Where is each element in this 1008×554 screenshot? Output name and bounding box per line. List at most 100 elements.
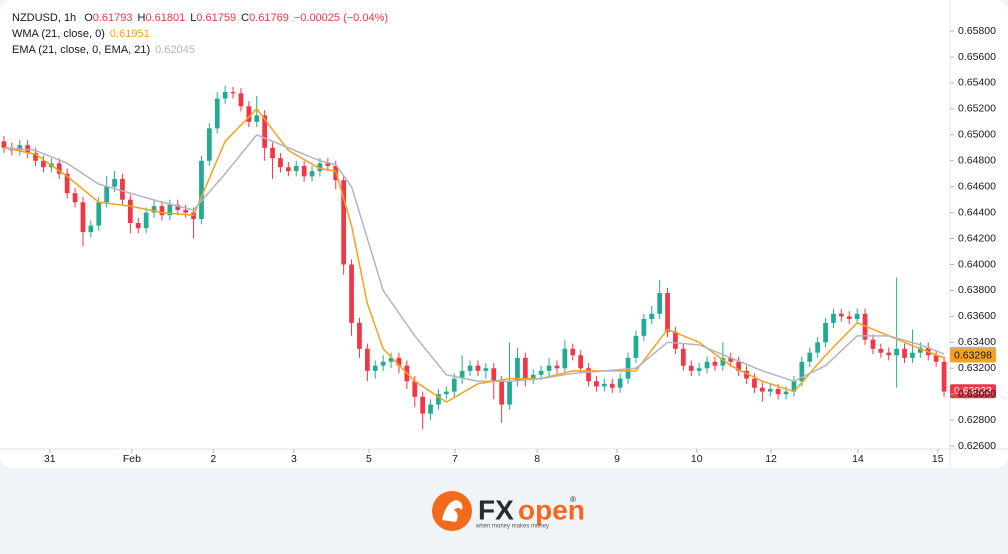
x-tick-label: 8 (534, 453, 540, 465)
y-tick-label: 0.63400 (958, 336, 996, 348)
candle-body (696, 368, 702, 371)
y-tick-label: 0.63200 (958, 362, 996, 374)
candle-body (278, 158, 283, 168)
legend-header: NZDUSD, 1h O0.61793 H0.61801 L0.61759 C0.617… (12, 12, 388, 24)
y-tick-label: 0.64400 (958, 206, 996, 218)
candle-body (325, 163, 331, 166)
candle-body (199, 160, 204, 220)
brand-fx: FX (478, 494, 514, 525)
candle-body (254, 115, 260, 122)
candle-body (720, 357, 726, 366)
candle-body (41, 160, 46, 168)
y-tick-label: 0.64800 (958, 155, 996, 167)
legend-name: EMA (21, close, 0, EMA, 21) (12, 44, 150, 56)
candle-body (104, 186, 110, 203)
x-tick-label: 9 (614, 453, 620, 465)
candle-body (183, 210, 189, 213)
candle-body (894, 348, 900, 356)
candle-body (491, 368, 497, 382)
brand-tagline: when money makes money (475, 524, 549, 530)
logo-lion (442, 500, 463, 522)
y-tick-label: 0.64200 (958, 232, 996, 244)
ohlc-value: 0.61759 (196, 12, 236, 24)
ohlc-label: O (84, 12, 93, 24)
price-label: 0.63298 (954, 349, 992, 361)
candle-body (88, 225, 94, 233)
candle-body (56, 163, 62, 174)
candle-body (522, 357, 528, 379)
candle-body (854, 313, 860, 319)
candle-body (357, 322, 362, 349)
candle-body (688, 365, 694, 371)
ohlc-label: H (138, 12, 146, 24)
candle-body (594, 381, 599, 387)
ohlc-value: 0.61801 (145, 12, 185, 24)
footer-logo: FX open ® when money makes money (432, 491, 585, 531)
chart-panel (0, 0, 1008, 468)
y-tick-label: 0.65200 (958, 103, 996, 115)
candle-body (96, 202, 102, 226)
candle-body (562, 348, 568, 369)
candle-body (451, 378, 457, 392)
candle-body (420, 396, 426, 414)
candle-body (33, 152, 38, 161)
legend-entry: EMA (21, close, 0, EMA, 21) 0.62045 (12, 44, 195, 56)
candle-body (293, 165, 299, 172)
x-tick-label: 31 (44, 453, 56, 465)
candle-body (372, 365, 378, 371)
candle-body (412, 381, 418, 397)
candle-body (546, 365, 552, 371)
y-tick-label: 0.63800 (958, 284, 996, 296)
candle-body (206, 128, 212, 161)
candle-body (112, 178, 117, 187)
candle-body (578, 355, 584, 369)
legend-entry: WMA (21, close, 0) 0.61951 (12, 28, 150, 40)
candle-body (143, 212, 149, 229)
candle-body (238, 93, 244, 107)
candle-body (657, 293, 663, 314)
candle-body (222, 92, 228, 99)
candle-body (712, 361, 718, 366)
candle-body (499, 381, 505, 405)
candle-body (270, 147, 275, 159)
candle-body (886, 352, 892, 356)
y-tick-label: 0.65600 (958, 51, 996, 63)
candle-body (838, 313, 844, 317)
ohlc-value: 0.61769 (249, 12, 289, 24)
candle-body (641, 318, 647, 336)
x-tick-label: 5 (366, 453, 372, 465)
candle-body (436, 394, 441, 405)
price-change: −0.00025 (−0.04%) (294, 12, 388, 24)
candle-body (475, 365, 481, 371)
price-label-box (950, 384, 996, 399)
x-tick-label: 7 (452, 453, 458, 465)
legend-value: 0.61951 (110, 28, 150, 40)
x-tick-label: 14 (852, 453, 864, 465)
ohlc-value: 0.61793 (93, 12, 133, 24)
candle-body (570, 348, 576, 356)
x-tick-label: 10 (691, 453, 703, 465)
y-tick-label: 0.63600 (958, 310, 996, 322)
symbol-title: NZDUSD, 1h (12, 12, 76, 24)
plot-area (1, 85, 947, 430)
y-tick-label: 0.64600 (958, 180, 996, 192)
x-tick-label: 2 (210, 453, 216, 465)
candle-body (64, 173, 70, 194)
candle-body (396, 357, 402, 366)
candle-body (317, 163, 323, 172)
candle-body (151, 206, 157, 213)
legend-name: WMA (21, close, 0) (12, 28, 105, 40)
candle-body (941, 361, 947, 392)
indicator-line (3, 134, 945, 382)
candle-body (752, 378, 757, 388)
candle-body (617, 378, 623, 388)
candle-body (135, 223, 141, 229)
candle-body (902, 348, 907, 358)
candle-body (728, 357, 734, 362)
candle-body (230, 92, 236, 94)
candle-body (586, 368, 591, 382)
candle-body (380, 361, 386, 366)
y-tick-label: 0.65000 (958, 129, 996, 141)
